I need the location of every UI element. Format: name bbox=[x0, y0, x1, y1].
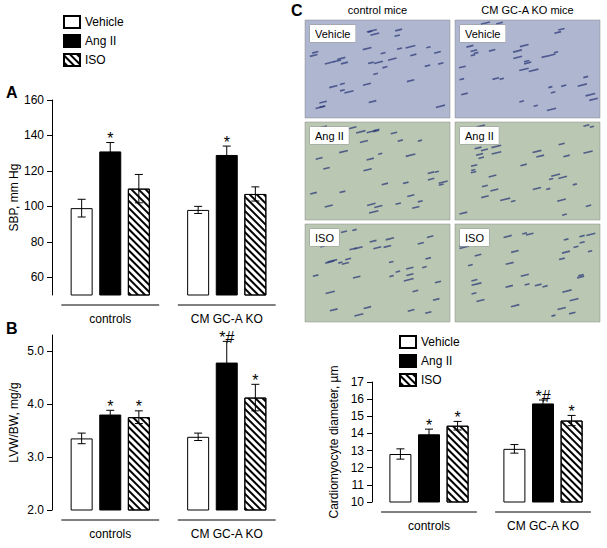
svg-text:5.0: 5.0 bbox=[27, 344, 44, 358]
svg-text:*: * bbox=[454, 409, 460, 426]
svg-text:ISO: ISO bbox=[421, 373, 442, 387]
svg-text:Cardiomyocyte diameter, µm: Cardiomyocyte diameter, µm bbox=[327, 366, 341, 519]
svg-text:C: C bbox=[291, 2, 303, 19]
svg-text:16: 16 bbox=[351, 392, 365, 406]
svg-text:Vehicle: Vehicle bbox=[465, 28, 500, 40]
svg-text:CM GC-A KO mice: CM GC-A KO mice bbox=[481, 4, 573, 16]
svg-text:Ang II: Ang II bbox=[421, 354, 452, 368]
svg-text:80: 80 bbox=[31, 235, 45, 249]
svg-text:*#: *# bbox=[535, 388, 550, 405]
svg-text:160: 160 bbox=[24, 93, 44, 107]
svg-text:60: 60 bbox=[31, 270, 45, 284]
svg-text:CM GC-A KO: CM GC-A KO bbox=[507, 519, 579, 533]
svg-text:*: * bbox=[252, 372, 258, 389]
svg-text:Ang II: Ang II bbox=[465, 130, 494, 142]
svg-text:13: 13 bbox=[351, 444, 365, 458]
svg-text:*: * bbox=[568, 403, 574, 420]
svg-text:12: 12 bbox=[351, 461, 365, 475]
svg-text:*: * bbox=[107, 130, 113, 147]
svg-text:ISO: ISO bbox=[465, 232, 484, 244]
svg-text:10: 10 bbox=[351, 495, 365, 509]
svg-text:Ang II: Ang II bbox=[85, 34, 116, 48]
svg-text:A: A bbox=[6, 84, 18, 101]
svg-text:controls: controls bbox=[408, 519, 450, 533]
svg-text:100: 100 bbox=[24, 199, 44, 213]
svg-text:controls: controls bbox=[89, 312, 131, 326]
svg-text:*: * bbox=[107, 398, 113, 415]
svg-text:*: * bbox=[136, 398, 142, 415]
svg-text:*#: *# bbox=[219, 329, 234, 346]
svg-text:CM GC-A KO: CM GC-A KO bbox=[191, 312, 263, 326]
svg-text:2.0: 2.0 bbox=[27, 503, 44, 517]
svg-text:4.0: 4.0 bbox=[27, 397, 44, 411]
svg-text:*: * bbox=[426, 417, 432, 434]
svg-text:Vehicle: Vehicle bbox=[315, 28, 350, 40]
svg-text:control mice: control mice bbox=[348, 4, 407, 16]
svg-text:120: 120 bbox=[24, 164, 44, 178]
svg-text:17: 17 bbox=[351, 375, 365, 389]
svg-text:LVW/BW, mg/g: LVW/BW, mg/g bbox=[7, 382, 21, 462]
svg-text:140: 140 bbox=[24, 128, 44, 142]
svg-text:Vehicle: Vehicle bbox=[85, 15, 124, 29]
svg-text:ISO: ISO bbox=[85, 53, 106, 67]
svg-text:15: 15 bbox=[351, 409, 365, 423]
svg-text:Vehicle: Vehicle bbox=[421, 335, 460, 349]
svg-text:3.0: 3.0 bbox=[27, 450, 44, 464]
svg-text:14: 14 bbox=[351, 426, 365, 440]
svg-text:Ang II: Ang II bbox=[315, 130, 344, 142]
svg-text:ISO: ISO bbox=[315, 232, 334, 244]
svg-text:11: 11 bbox=[352, 478, 365, 492]
svg-text:B: B bbox=[6, 320, 18, 337]
svg-text:*: * bbox=[224, 134, 230, 151]
svg-text:CM GC-A KO: CM GC-A KO bbox=[191, 527, 263, 541]
svg-text:SBP, mm Hg: SBP, mm Hg bbox=[7, 164, 21, 232]
svg-text:controls: controls bbox=[89, 527, 131, 541]
